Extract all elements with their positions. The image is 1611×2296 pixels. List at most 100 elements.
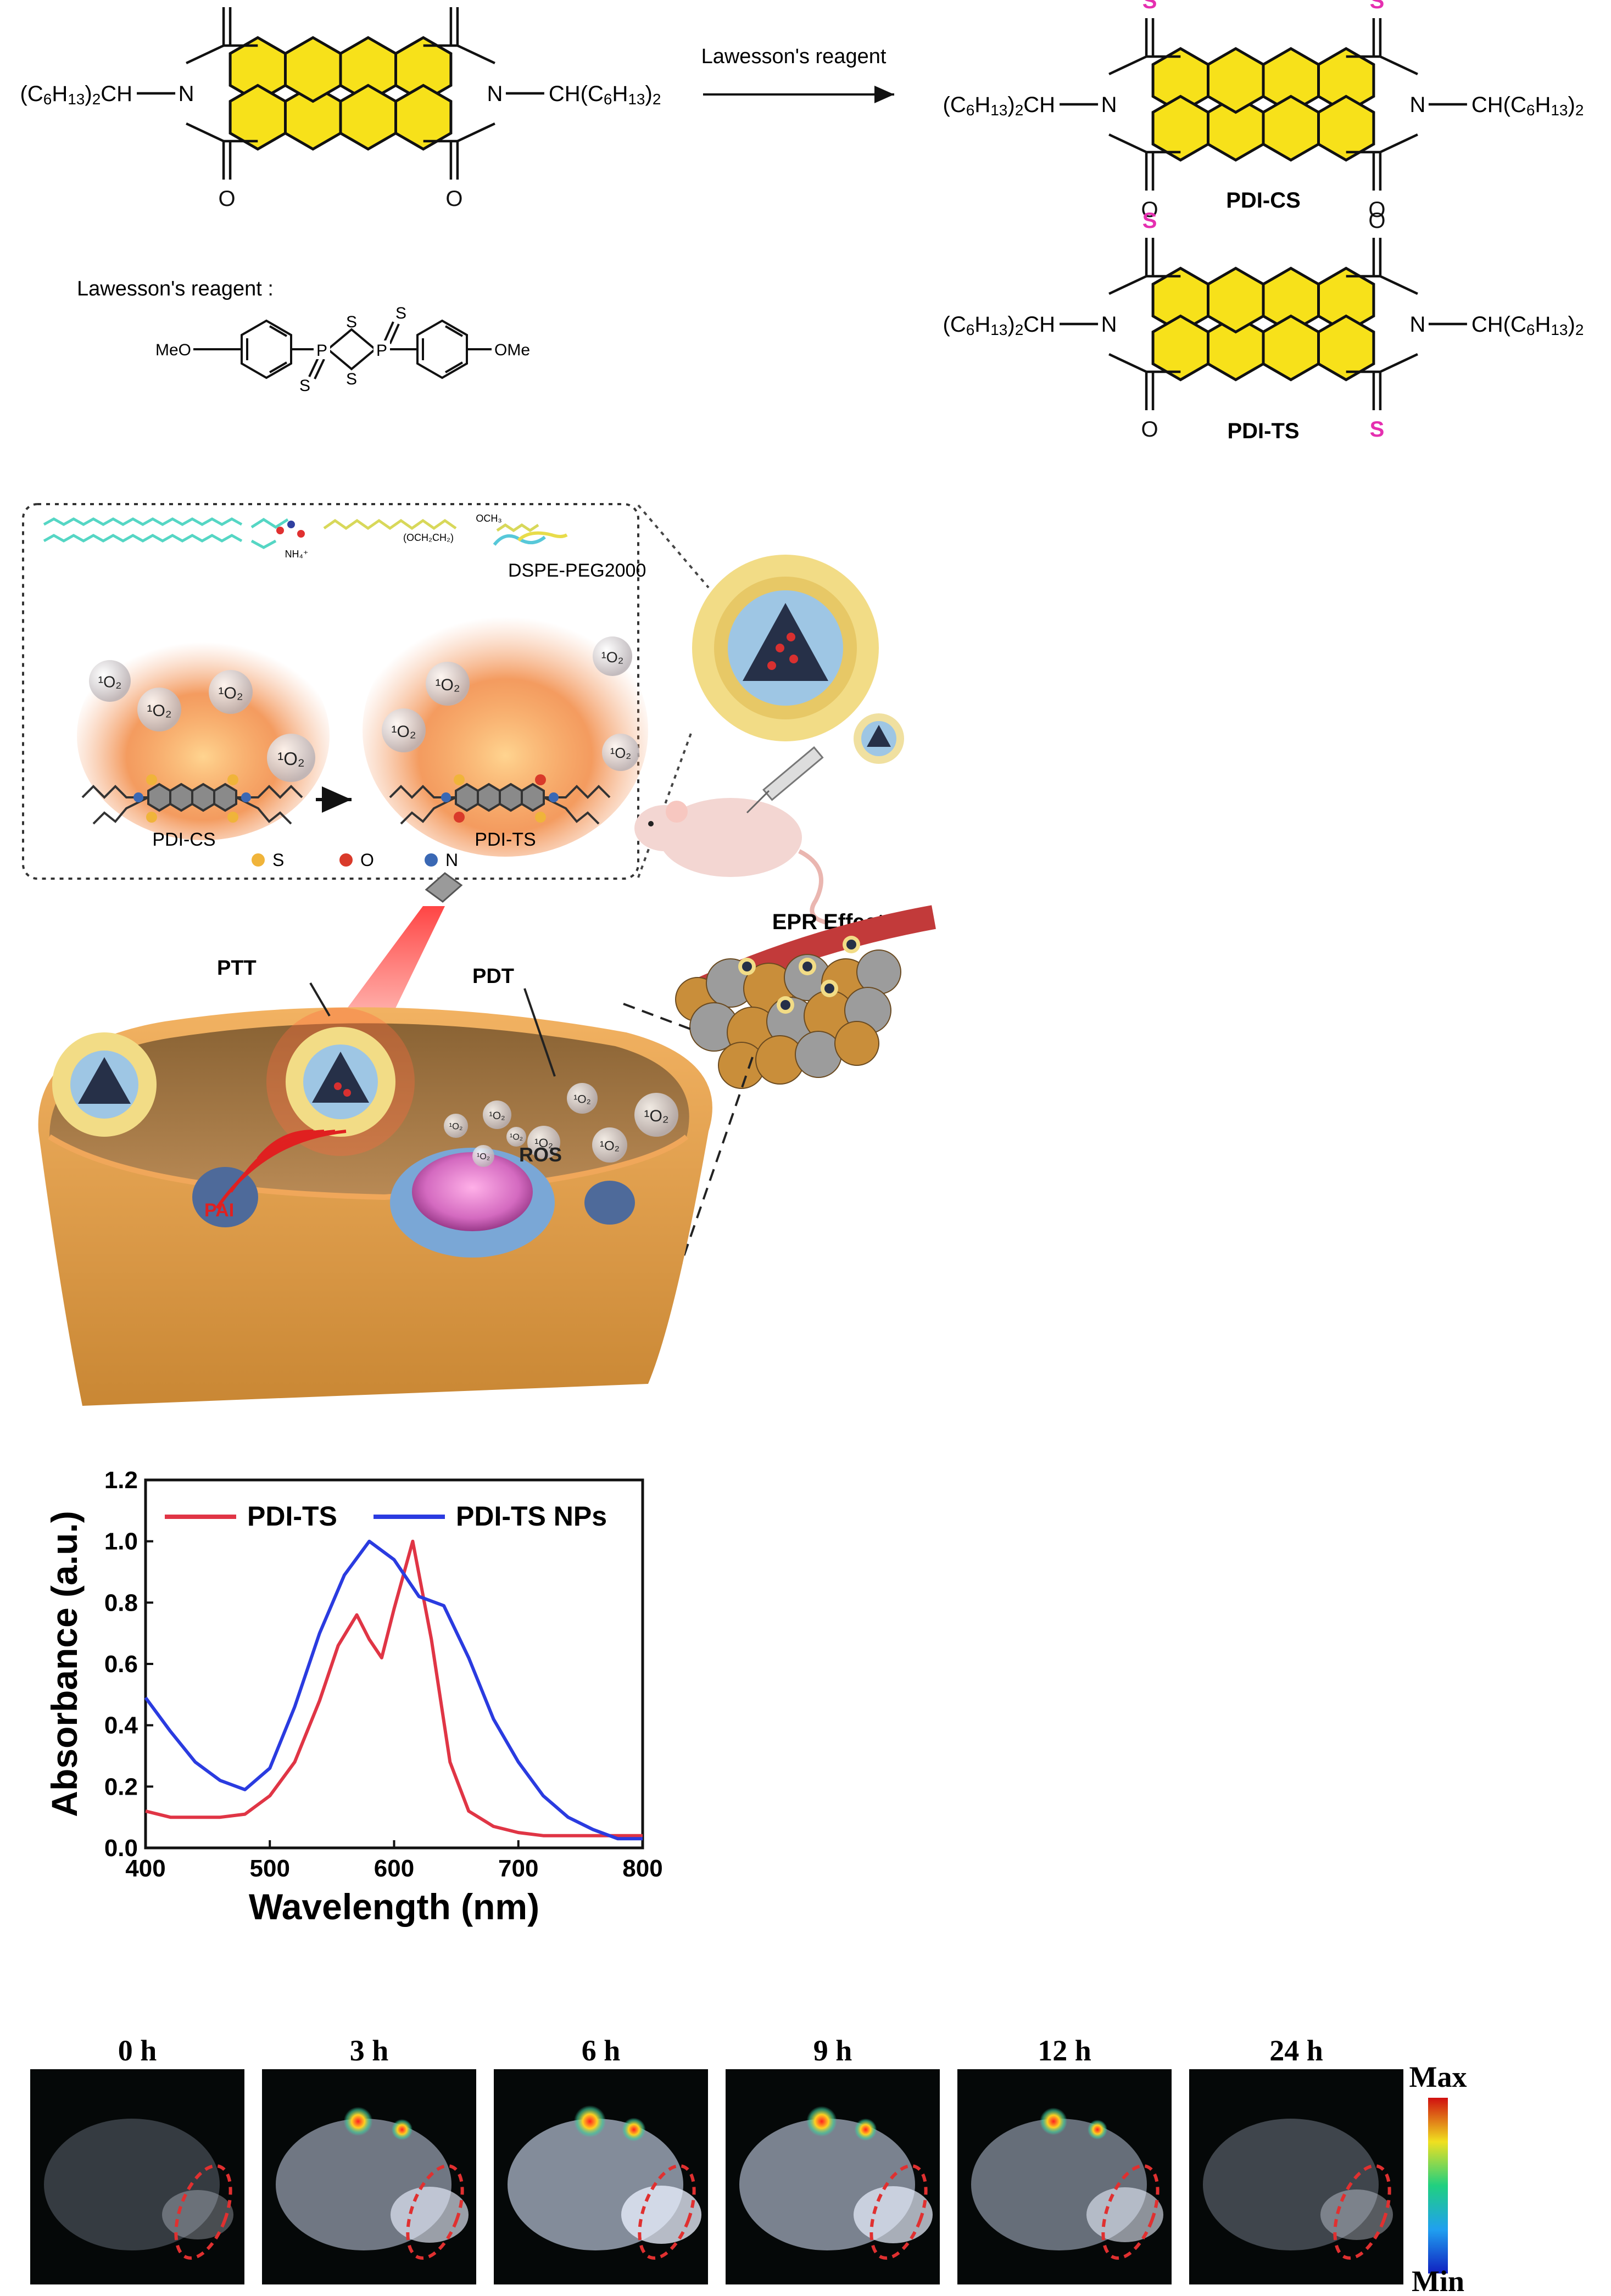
- tumor-nanoparticle-core: [824, 984, 834, 993]
- pdi-ts-ring: [1317, 314, 1375, 382]
- pdi-cs-molecule-sketch: [81, 783, 303, 825]
- y-tick-label: 1.0: [104, 1528, 138, 1555]
- connector-line-top: [637, 504, 710, 589]
- product-label-pdi-ts: PDI-TS: [1227, 419, 1299, 443]
- singlet-oxygen-bubble: [483, 1100, 511, 1129]
- hot-spot: [573, 2105, 606, 2138]
- tumor-signal: [162, 2190, 233, 2239]
- tumor-cell: [834, 1021, 879, 1066]
- pdi-ts-structure: N N S O O S (C6H13)2CH CH(C6H13)2: [943, 209, 1584, 442]
- singlet-oxygen-bubble: [267, 734, 315, 782]
- legend-label-o: O: [360, 850, 374, 870]
- tumor-region-outline: [869, 2164, 928, 2260]
- nanoparticle-illustration: NH₄⁺ (OCH₂CH₂) OCH₃ DSPE-PEG2000: [22, 503, 936, 1406]
- legend-label-n: N: [445, 850, 458, 870]
- small-nanoparticle: [854, 713, 904, 764]
- pdt-pointer: [523, 988, 556, 1077]
- tumor-region-outline: [1101, 2164, 1160, 2260]
- absorbance-chart: 400 500 600 700 800 0.0 0.2 0.4 0.6 0.8 1.0 1.2 Wave…: [44, 1467, 663, 1927]
- thione-sulfur-left: S: [299, 377, 310, 395]
- ptt-pointer: [309, 982, 331, 1017]
- pdi-cs-bond: [1108, 55, 1147, 76]
- thione-sulfur-right: S: [395, 304, 406, 322]
- singlet-oxygen-label: ¹O₂: [477, 1152, 490, 1161]
- singlet-oxygen-bubble: [472, 1145, 494, 1167]
- tumor-signal: [1320, 2189, 1393, 2240]
- dspe-peg-structure: [43, 517, 568, 549]
- pdi-cs-structure: N N S S O O (C6H13)2CH CH(C6H13)2: [943, 0, 1584, 222]
- singlet-oxygen-bubble: [426, 662, 470, 706]
- y-tick-label: 0.4: [104, 1712, 138, 1739]
- reaction-arrow-label: Lawesson's reagent: [701, 45, 887, 68]
- singlet-oxygen-label: ¹O₂: [147, 702, 172, 720]
- ptt-label: PTT: [217, 957, 257, 980]
- x-tick-label: 600: [374, 1855, 414, 1882]
- start-nitrogen: N: [179, 82, 194, 106]
- pdi-cs-n-bg: [1098, 91, 1121, 118]
- pdi-cs-substituent-left: (C6H13)2CH: [943, 93, 1056, 119]
- singlet-oxygen-label: ¹O₂: [219, 684, 243, 702]
- pdi-ts-oxygen-tr: O: [1368, 209, 1385, 233]
- pdi-cs-nitrogen: N: [1409, 93, 1425, 117]
- organelle-right: [584, 1181, 635, 1225]
- timepoint-label: 12 h: [1038, 2034, 1091, 2067]
- lawesson-reagent-structure: [193, 319, 492, 379]
- mouse: [634, 798, 828, 925]
- y-axis-label: Absorbance (a.u.): [44, 1511, 85, 1817]
- x-tick-label: 800: [622, 1855, 662, 1882]
- large-nanoparticle: [692, 555, 879, 741]
- hot-spot: [854, 2118, 877, 2141]
- pdi-ts-nitrogen: N: [1101, 312, 1117, 337]
- timepoint-label: 24 h: [1269, 2034, 1323, 2067]
- methoxy-right: OMe: [494, 341, 530, 359]
- start-bond: [186, 122, 225, 143]
- pdi-ts-ring: [1262, 314, 1320, 382]
- singlet-oxygen-label: ¹O₂: [601, 649, 623, 666]
- singlet-oxygen-bubble: [527, 1126, 560, 1159]
- singlet-oxygen-label: ¹O₂: [644, 1107, 669, 1125]
- molecule-atom-dots: [133, 774, 559, 823]
- start-ring: [339, 83, 397, 151]
- singlet-oxygen-bubble: [444, 1114, 468, 1138]
- tumor-cluster: [675, 905, 936, 1089]
- pdi-cs-ring: [1207, 47, 1265, 114]
- tumor-nanoparticle-core: [802, 962, 812, 971]
- inset-label-pdi-cs: PDI-CS: [152, 829, 215, 850]
- tumor-cell: [795, 1031, 842, 1078]
- pdi-ts-substituent-left: (C6H13)2CH: [943, 312, 1056, 338]
- hot-spot: [1040, 2108, 1067, 2135]
- legend-dot-s: [252, 853, 265, 867]
- y-tick-label: 0.8: [104, 1589, 138, 1616]
- inset-label-pdi-ts: PDI-TS: [475, 829, 536, 850]
- singlet-oxygen-bubble: [382, 708, 426, 752]
- timepoint-label: 0 h: [118, 2034, 157, 2067]
- x-tick-label: 500: [250, 1855, 290, 1882]
- tumor-region-outline: [1333, 2164, 1391, 2260]
- legend-label-pdi-ts-nps: PDI-TS NPs: [456, 1501, 607, 1532]
- pdi-cs-oxygen-bl: O: [1141, 198, 1158, 222]
- och2-label: (OCH₂CH₂): [403, 532, 454, 543]
- hot-spot: [1088, 2120, 1107, 2139]
- y-tick-label: 1.2: [104, 1467, 138, 1494]
- singlet-oxygen-label: ¹O₂: [573, 1093, 590, 1105]
- legend-label-pdi-ts: PDI-TS: [247, 1501, 337, 1532]
- pdi-ts-n-bg: [1098, 311, 1121, 337]
- pdi-ts-oxygen-bl: O: [1141, 417, 1158, 442]
- methoxy-left: MeO: [155, 341, 191, 359]
- legend-label-s: S: [272, 850, 284, 870]
- pdi-cs-substituent-right: CH(C6H13)2: [1471, 93, 1584, 119]
- cell-nanoparticle-left: [52, 1032, 157, 1137]
- ring-sulfur-top: S: [346, 313, 357, 331]
- start-oxygen-tr: O: [445, 0, 462, 2]
- pdi-cs-sulfur-tr: S: [1370, 0, 1385, 13]
- och3-label: OCH₃: [476, 513, 501, 524]
- singlet-oxygen-label: ¹O₂: [449, 1122, 463, 1132]
- product-label-pdi-cs: PDI-CS: [1226, 188, 1301, 213]
- x-axis-label: Wavelength (nm): [249, 1886, 539, 1927]
- ring-sulfur-bottom: S: [346, 370, 357, 388]
- singlet-oxygen-bubble: [634, 1093, 678, 1137]
- tumor-signal: [621, 2186, 701, 2244]
- start-bond: [456, 122, 495, 143]
- tumor-connector-bottom: [669, 1057, 754, 1297]
- pdi-ts-substituent-right: CH(C6H13)2: [1471, 312, 1584, 338]
